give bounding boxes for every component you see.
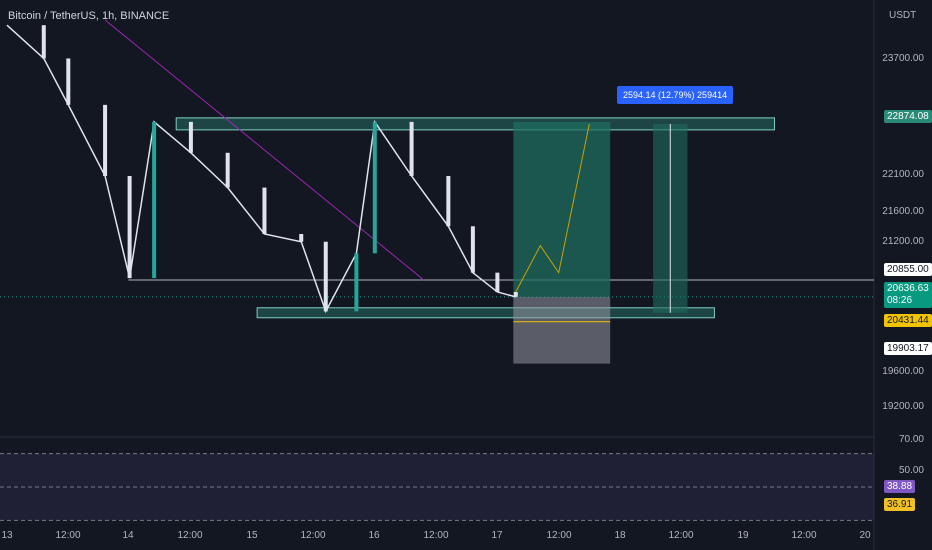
time-tick: 12:00 — [300, 530, 326, 541]
candle — [66, 58, 71, 105]
price-series — [6, 24, 516, 314]
measure-badge: 2594.14 (12.79%) 259414 — [617, 86, 734, 104]
time-tick: 12:00 — [55, 530, 81, 541]
symbol-title: Bitcoin / TetherUS, 1h, BINANCE — [8, 10, 170, 22]
rsi-value-tag: 38.88 — [884, 480, 916, 493]
rsi-ma-tag: 36.91 — [884, 498, 916, 511]
time-tick: 17 — [491, 530, 503, 541]
candle — [299, 234, 304, 242]
time-tick: 15 — [246, 530, 258, 541]
long-stop-zone — [513, 296, 611, 364]
price-tick: 23700.00 — [882, 53, 924, 64]
stop-price-tag: 19903.17 — [884, 342, 932, 355]
candle — [41, 25, 46, 59]
candle — [446, 176, 451, 227]
time-tick: 12:00 — [791, 530, 817, 541]
candle — [372, 121, 377, 254]
resistance-zone — [175, 117, 775, 131]
time-tick: 12:00 — [177, 530, 203, 541]
projection-path — [515, 123, 590, 293]
candle — [127, 176, 132, 279]
long-target-zone — [513, 121, 611, 297]
time-tick: 13 — [1, 530, 13, 541]
time-tick: 19 — [737, 530, 749, 541]
level-price-tag: 20855.00 — [884, 263, 932, 276]
price-tick: 21600.00 — [882, 206, 924, 217]
bar-countdown: 08:26 — [887, 295, 913, 306]
candle — [513, 292, 518, 297]
support-price-tag: 20431.44 — [884, 314, 932, 327]
currency-label: USDT — [889, 10, 917, 21]
time-tick: 20 — [859, 530, 871, 541]
candle — [495, 272, 500, 292]
time-tick: 16 — [368, 530, 380, 541]
time-tick: 12:00 — [668, 530, 694, 541]
rsi-tick: 70.00 — [898, 434, 924, 445]
candle — [103, 104, 108, 176]
last-price-value: 20636.63 — [887, 283, 929, 294]
price-tick: 19200.00 — [882, 401, 924, 412]
candle — [409, 121, 414, 176]
price-tick: 21200.00 — [882, 236, 924, 247]
time-tick: 12:00 — [423, 530, 449, 541]
candle — [225, 152, 230, 188]
candle — [262, 187, 267, 234]
price-tick: 22100.00 — [882, 169, 924, 180]
time-tick: 12:00 — [546, 530, 572, 541]
candle — [323, 241, 328, 312]
time-tick: 18 — [614, 530, 626, 541]
resistance-price-tag: 22874.08 — [884, 110, 932, 123]
candle — [354, 253, 359, 312]
rsi-tick: 50.00 — [898, 465, 924, 476]
price-tick: 19600.00 — [882, 366, 924, 377]
support-zone — [256, 307, 715, 319]
last-price-tag: 20636.63 08:26 — [884, 282, 932, 308]
downtrend-line — [104, 19, 425, 281]
candle — [470, 226, 475, 273]
candle — [152, 121, 157, 279]
candle — [188, 121, 193, 153]
time-tick: 14 — [122, 530, 134, 541]
